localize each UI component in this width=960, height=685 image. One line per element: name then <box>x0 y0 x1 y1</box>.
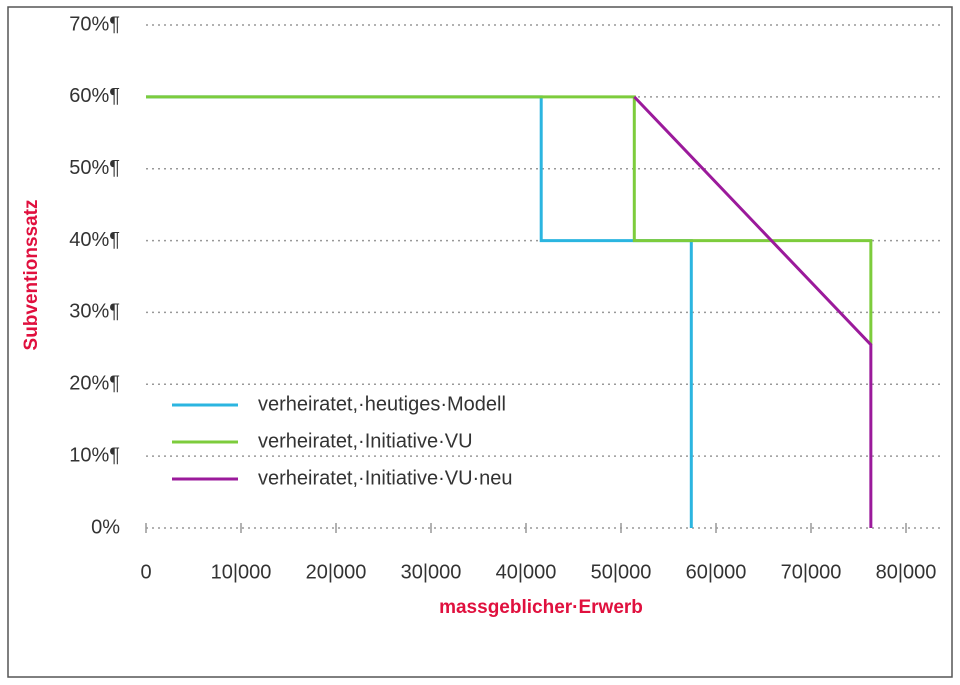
x-tick-label: 20|000 <box>306 561 367 583</box>
y-tick-label: 0% <box>91 516 120 538</box>
x-axis-title: massgeblicher·Erwerb <box>439 597 643 618</box>
series-line <box>633 95 873 528</box>
x-tick-label: 30|000 <box>401 561 462 583</box>
series-line <box>146 95 873 345</box>
x-tick-label: 50|000 <box>591 561 652 583</box>
y-tick-label: 10%¶ <box>69 444 120 466</box>
y-tick-label: 50%¶ <box>69 157 120 179</box>
y-tick-label: 60%¶ <box>69 85 120 107</box>
x-tick-label: 40|000 <box>496 561 557 583</box>
x-tick-label: 60|000 <box>686 561 747 583</box>
y-axis-title: Subventionssatz <box>21 200 42 351</box>
y-tick-label: 30%¶ <box>69 301 120 323</box>
legend-label: verheiratet,·Initiative·VU <box>258 430 473 452</box>
legend-label: verheiratet,·heutiges·Modell <box>258 393 506 415</box>
y-tick-label: 40%¶ <box>69 229 120 251</box>
x-tick-label: 80|000 <box>876 561 937 583</box>
legend-label: verheiratet,·Initiative·VU·neu <box>258 467 513 489</box>
x-tick-label: 70|000 <box>781 561 842 583</box>
x-tick-label: 0 <box>140 561 151 583</box>
x-tick-label: 10|000 <box>211 561 272 583</box>
y-tick-label: 70%¶ <box>69 13 120 35</box>
frame <box>7 6 953 678</box>
y-tick-label: 20%¶ <box>69 373 120 395</box>
